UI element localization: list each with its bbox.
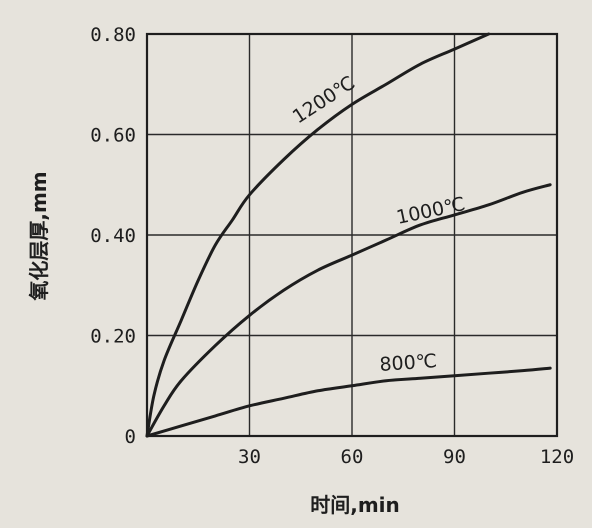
series-label: 1200℃: [289, 72, 359, 128]
series-line: [145, 183, 552, 438]
series-labels: 1200℃ 1000℃ 800℃: [289, 72, 467, 376]
y-tick-label: 0.60: [90, 125, 136, 147]
y-tick-label: 0: [125, 426, 136, 448]
x-tick-label: 90: [443, 446, 466, 468]
x-tick-label: 30: [238, 446, 261, 468]
x-axis-title: 时间,min: [310, 493, 400, 517]
series-lines: [145, 32, 552, 438]
y-tick-labels: 0 0.20 0.40 0.60 0.80: [90, 24, 136, 448]
y-tick-label: 0.20: [90, 326, 136, 348]
x-tick-labels: 30 60 90 120: [238, 446, 574, 468]
series-line: [145, 32, 491, 438]
grid: [147, 34, 557, 436]
x-tick-label: 60: [341, 446, 364, 468]
series-label: 1000℃: [394, 193, 467, 229]
y-axis-title: 氧化层厚,mm: [27, 171, 51, 301]
y-tick-label: 0.80: [90, 24, 136, 46]
series-label: 800℃: [379, 350, 438, 376]
series-line: [145, 366, 552, 438]
plot-border: [145, 32, 559, 438]
y-tick-label: 0.40: [90, 225, 136, 247]
plot-frame: [145, 32, 559, 438]
x-tick-label: 120: [540, 446, 574, 468]
